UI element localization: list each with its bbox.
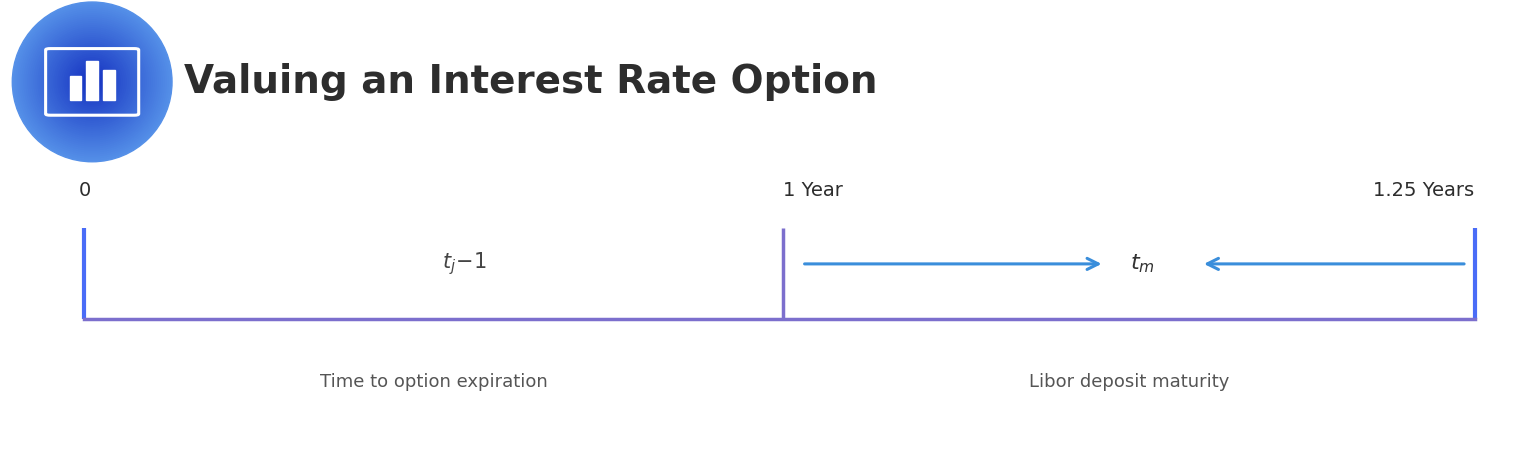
- Ellipse shape: [77, 66, 108, 98]
- Ellipse shape: [48, 38, 137, 126]
- Text: Time to option expiration: Time to option expiration: [319, 373, 548, 391]
- Text: 0: 0: [78, 181, 91, 200]
- Ellipse shape: [51, 40, 134, 124]
- Ellipse shape: [37, 26, 147, 138]
- Bar: [103, 71, 115, 100]
- Text: 1 Year: 1 Year: [783, 181, 843, 200]
- Text: 1.25 Years: 1.25 Years: [1373, 181, 1475, 200]
- Ellipse shape: [14, 4, 170, 160]
- Ellipse shape: [58, 48, 126, 116]
- Ellipse shape: [72, 62, 112, 102]
- Ellipse shape: [17, 6, 167, 158]
- Ellipse shape: [80, 70, 104, 94]
- Text: Valuing an Interest Rate Option: Valuing an Interest Rate Option: [184, 63, 877, 101]
- Ellipse shape: [68, 58, 117, 106]
- Ellipse shape: [83, 72, 101, 92]
- Ellipse shape: [61, 52, 121, 112]
- Ellipse shape: [66, 56, 118, 108]
- Bar: [69, 76, 81, 100]
- Ellipse shape: [45, 34, 140, 130]
- Ellipse shape: [31, 20, 154, 144]
- Ellipse shape: [88, 78, 97, 86]
- Ellipse shape: [52, 42, 132, 122]
- Text: $t_j\!-\!1$: $t_j\!-\!1$: [442, 251, 487, 277]
- Ellipse shape: [25, 14, 160, 150]
- Ellipse shape: [78, 68, 106, 96]
- Bar: [86, 61, 98, 100]
- Ellipse shape: [46, 36, 138, 128]
- Ellipse shape: [40, 30, 144, 134]
- Ellipse shape: [26, 16, 158, 148]
- Ellipse shape: [22, 12, 163, 152]
- Ellipse shape: [65, 54, 120, 110]
- Ellipse shape: [84, 74, 100, 90]
- Ellipse shape: [74, 64, 111, 100]
- Ellipse shape: [57, 46, 127, 118]
- Ellipse shape: [28, 18, 157, 146]
- Ellipse shape: [20, 10, 164, 154]
- Ellipse shape: [71, 60, 114, 104]
- Ellipse shape: [32, 22, 152, 142]
- Ellipse shape: [38, 28, 146, 136]
- Text: $t_m$: $t_m$: [1130, 253, 1155, 275]
- Ellipse shape: [18, 8, 166, 156]
- Text: Libor deposit maturity: Libor deposit maturity: [1029, 373, 1229, 391]
- Ellipse shape: [91, 80, 94, 84]
- Ellipse shape: [54, 44, 131, 120]
- Ellipse shape: [86, 76, 98, 88]
- Ellipse shape: [34, 24, 151, 140]
- Ellipse shape: [60, 50, 124, 114]
- Ellipse shape: [12, 2, 172, 162]
- Ellipse shape: [41, 32, 141, 132]
